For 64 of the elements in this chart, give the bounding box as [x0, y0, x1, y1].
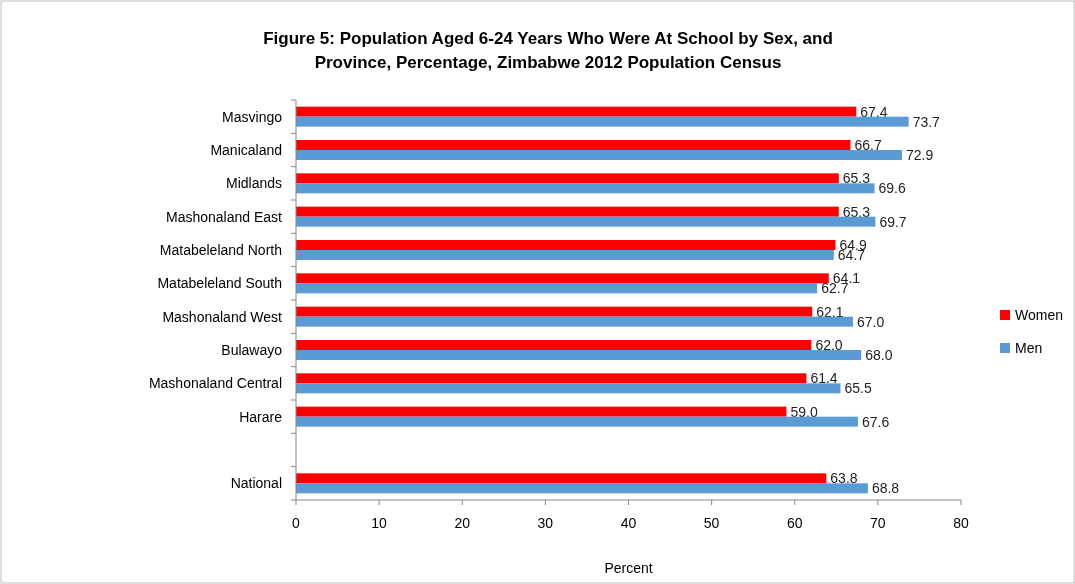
data-label: 69.6	[878, 180, 907, 197]
y-tick-label: Matabeleland North	[159, 242, 282, 258]
data-label: 68.8	[871, 480, 900, 497]
data-label: 66.7	[854, 137, 882, 153]
data-label: 73.7	[912, 113, 941, 130]
data-label: 59.0	[790, 403, 818, 420]
data-label: 63.8	[830, 470, 858, 487]
bar	[296, 216, 876, 227]
data-label: 67.0	[856, 313, 885, 330]
bar	[296, 483, 868, 494]
bar	[296, 350, 862, 360]
x-tick-label: 60	[786, 515, 803, 531]
bar	[296, 183, 875, 194]
bar	[296, 373, 807, 384]
bar	[296, 273, 829, 284]
y-tick-label: Harare	[239, 408, 283, 425]
y-tick-label: Manicaland	[210, 142, 282, 158]
x-tick-label: 80	[953, 515, 969, 531]
bar	[296, 473, 827, 484]
y-tick-label: Bulawayo	[221, 342, 283, 358]
x-axis-title: Percent	[604, 560, 653, 576]
bar	[296, 340, 812, 350]
x-tick-label: 10	[371, 515, 388, 531]
data-label: 62.1	[816, 303, 844, 320]
data-label: 72.9	[905, 147, 934, 163]
bar	[296, 316, 853, 327]
y-tick-label: Midlands	[225, 175, 282, 192]
data-label: 61.4	[810, 370, 838, 387]
data-label: 67.4	[860, 103, 888, 120]
x-tick-label: 0	[292, 515, 301, 531]
legend-label: Men	[1015, 340, 1043, 356]
bar	[296, 416, 858, 427]
data-label: 65.3	[842, 203, 871, 220]
data-label: 62.0	[815, 337, 843, 353]
y-tick-label: Mashonaland East	[166, 208, 283, 225]
legend-label: Women	[1015, 307, 1063, 323]
bar	[296, 140, 851, 150]
y-tick-label: Matabeleland South	[157, 275, 282, 292]
y-tick-label: Mashonaland West	[162, 308, 283, 325]
y-tick-label: Masvingo	[222, 108, 283, 125]
bar	[296, 150, 902, 160]
bar	[296, 106, 857, 117]
data-label: 65.3	[842, 170, 871, 187]
data-label: 65.5	[844, 380, 872, 397]
chart-title: Figure 5: Population Aged 6-24 Years Who Were At School by Sex, and Province, Percentage, Zimbabwe 2012 Population Census	[263, 29, 833, 72]
bar	[296, 283, 818, 294]
data-label: 69.7	[879, 213, 907, 230]
x-tick-label: 30	[537, 515, 554, 531]
x-tick-label: 50	[703, 515, 720, 531]
bar	[296, 173, 839, 184]
data-label: 67.6	[861, 413, 890, 430]
x-tick-label: 70	[870, 515, 886, 531]
bar	[296, 116, 909, 127]
bar	[296, 306, 813, 317]
y-tick-label: Mashonaland Central	[148, 375, 282, 392]
y-tick-label: National	[230, 475, 282, 492]
data-label: 68.0	[865, 347, 893, 363]
bar	[296, 383, 841, 394]
bar	[296, 240, 836, 250]
bar	[296, 406, 787, 417]
x-tick-label: 40	[620, 515, 637, 531]
x-tick-label: 20	[454, 515, 471, 531]
bar	[296, 250, 834, 260]
bar	[296, 206, 839, 217]
